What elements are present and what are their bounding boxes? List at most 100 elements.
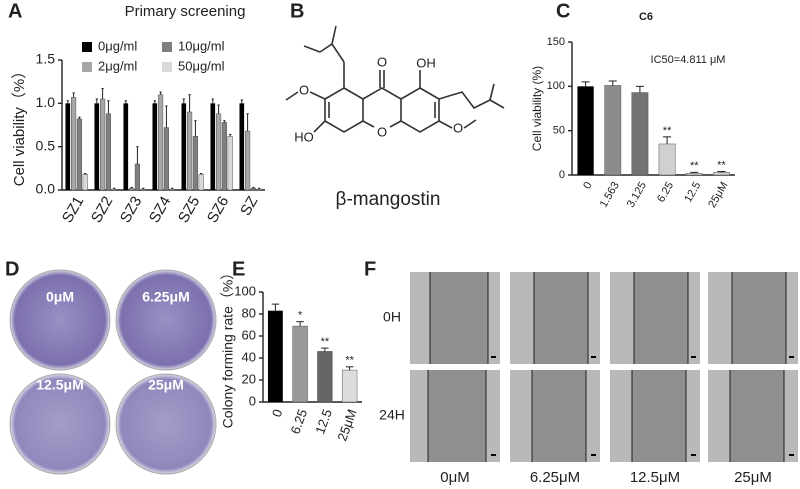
svg-text:O: O [377,54,387,69]
cell-layer [588,272,600,364]
bar [292,325,308,403]
x-tick-label: 12.5 [682,180,703,205]
bar [94,103,100,190]
cell-layer [708,370,730,462]
bar [658,143,676,176]
bar [105,113,111,191]
plate-label: 6.25μM [142,289,189,305]
cell-layer [786,272,798,364]
x-tick-label: SZ1 [59,193,87,225]
legend-swatch [82,42,92,52]
panel-label: A [8,0,22,22]
x-tick-label: 6.25 [655,180,676,205]
scale-bar [491,356,496,358]
bar [221,122,227,191]
panel-label: F [364,258,376,280]
bar [76,118,82,191]
svg-text:O: O [453,120,463,135]
compound-name: β-mangostin [336,189,441,210]
bar [140,188,146,191]
panel-label: C [556,0,570,22]
x-tick-label: SZ5 [175,193,203,225]
x-tick-label: 0 [269,407,286,419]
cell-layer [510,272,534,364]
y-tick-label: 100 [547,80,565,92]
bar [158,94,164,191]
plate-label: 0μM [46,289,74,305]
y-tick-label: 150 [547,36,565,48]
chart-title: C6 [639,11,653,23]
column-label: 6.25μM [530,469,580,486]
plate-label: 25μM [148,377,184,393]
bar [192,136,198,191]
bar [111,188,117,191]
cell-layer [784,370,798,462]
bar [123,103,129,190]
y-tick-label: 20 [242,371,256,386]
y-tick-label: 0.5 [36,137,56,153]
x-tick-label: SZ6 [204,193,232,225]
significance: * [298,310,303,322]
bar [82,174,88,191]
bar [152,103,158,190]
scale-bar [691,454,696,456]
legend-swatch [82,62,92,72]
x-tick-label: 25μM [334,407,359,443]
x-tick-label: 3.125 [625,180,649,210]
scale-bar [789,356,794,358]
y-axis-label: Cell viability（%） [11,64,28,187]
bar [181,103,187,190]
cell-layer [610,370,632,462]
bar [100,98,106,191]
panel-label: B [290,0,304,22]
bar [227,136,233,191]
y-tick-label: 0.0 [36,181,56,197]
row-label: 0H [383,309,401,325]
svg-text:OH: OH [416,55,436,70]
bar [250,188,256,191]
y-tick-label: 1.0 [36,94,56,110]
y-tick-label: 100 [234,283,256,298]
x-tick-label: 0 [581,180,594,191]
legend-label: 50μg/ml [178,58,225,73]
bar [267,310,283,402]
significance: ** [345,355,354,367]
x-tick-label: 6.25 [287,407,310,436]
x-tick-label: 12.5 [312,407,335,436]
bar [216,113,222,191]
cell-layer [708,272,732,364]
bar [169,188,175,191]
bar [198,174,204,191]
bar [245,130,251,191]
x-tick-label: SZ [237,193,261,218]
cell-layer [486,370,500,462]
bar [129,188,135,191]
bar [65,103,71,190]
bar [317,351,333,403]
scale-bar [789,454,794,456]
scale-bar [591,454,596,456]
cell-layer [510,370,532,462]
cell-layer [410,272,430,364]
y-tick-label: 50 [553,125,565,137]
legend-swatch [162,42,172,52]
significance: ** [717,159,726,171]
bar [163,127,169,191]
significance: ** [321,336,330,348]
cell-layer [586,370,600,462]
y-axis-label: Colony forming rate（%） [220,266,236,429]
bar [71,97,77,191]
cell-layer [410,370,428,462]
chart-title: Primary screening [125,3,246,20]
x-tick-label: 25μM [706,180,730,210]
x-tick-label: SZ3 [117,193,145,225]
svg-text:HO: HO [294,129,314,144]
annotation: IC50=4.811 μM [651,54,726,66]
column-label: 12.5μM [630,469,680,486]
legend-swatch [162,62,172,72]
x-tick-label: 1.563 [598,180,622,210]
bar [577,86,594,175]
y-tick-label: 1.5 [36,51,56,67]
significance: ** [690,160,699,172]
